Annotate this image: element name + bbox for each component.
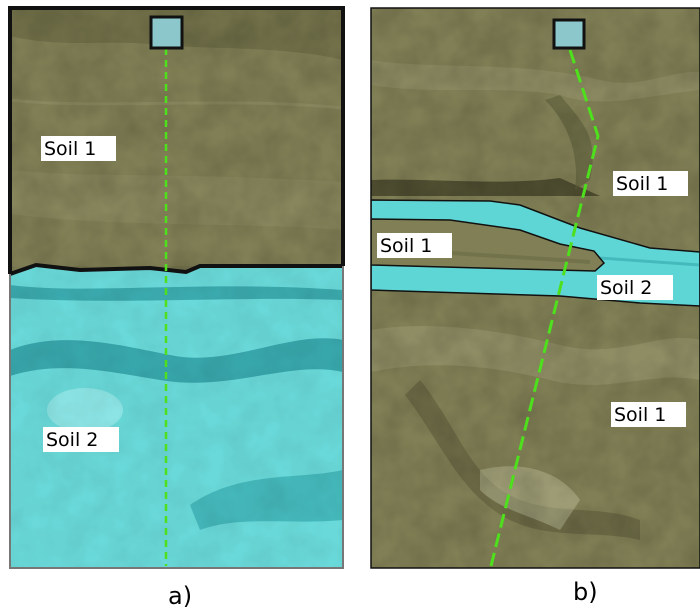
panel-b-label-soil-1-lower-right: Soil 1 xyxy=(614,404,666,426)
sensor-square-icon xyxy=(149,15,184,50)
panel-b-frame xyxy=(370,7,700,569)
panel-a-soil-1-outline xyxy=(8,6,345,274)
sensor-square-icon xyxy=(552,18,586,50)
panel-a-caption: a) xyxy=(168,582,192,610)
panel-a xyxy=(10,8,343,568)
panel-b-label-soil-1-upper-right: Soil 1 xyxy=(616,173,668,195)
panel-a-soil-2-outline xyxy=(9,266,344,569)
panel-a-label-soil-1: Soil 1 xyxy=(44,138,96,160)
panel-b-label-soil-2: Soil 2 xyxy=(600,277,652,299)
panel-b-profile-line xyxy=(489,49,600,567)
panel-a-label-soil-2: Soil 2 xyxy=(46,429,98,451)
panel-a-soil-boundary xyxy=(10,262,343,276)
panel-b-label-soil-1-wedge: Soil 1 xyxy=(380,235,432,257)
panel-b-caption: b) xyxy=(573,578,598,606)
